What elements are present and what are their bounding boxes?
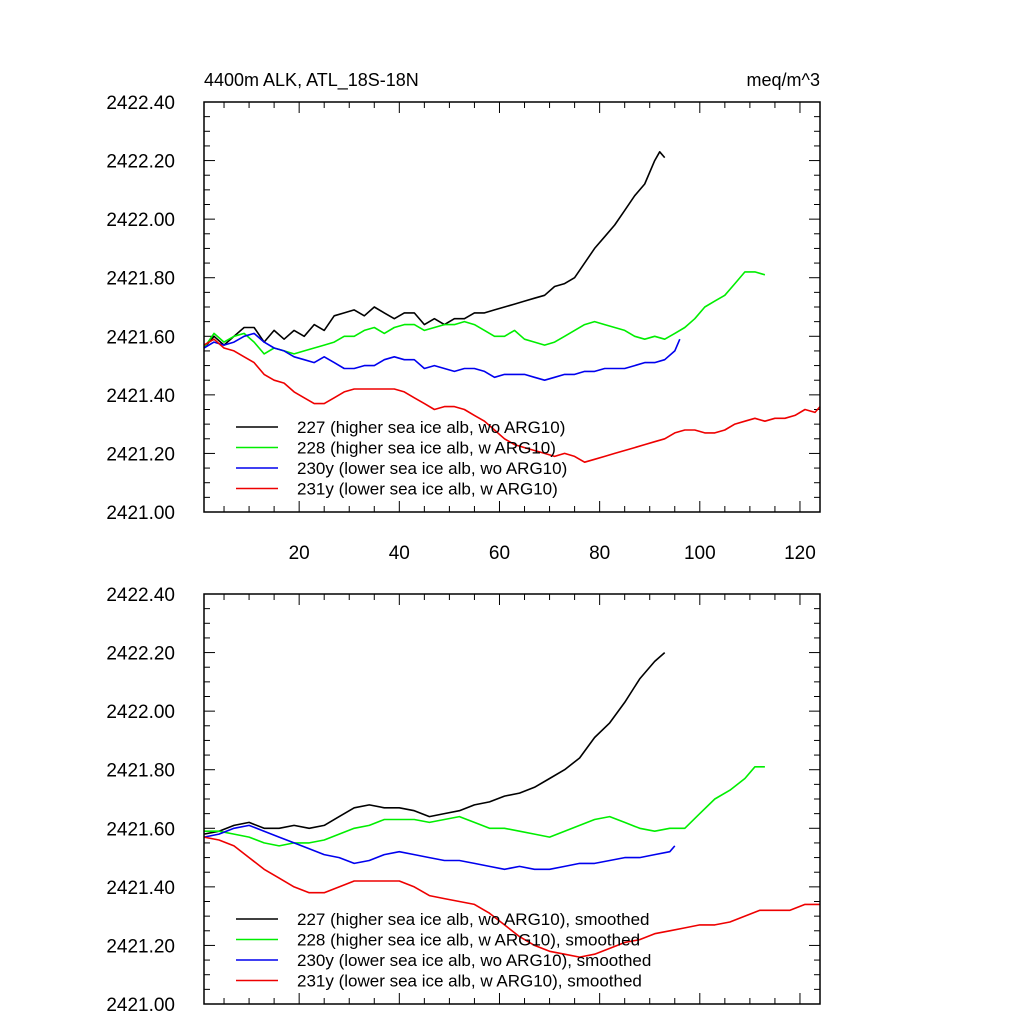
chart-panel-top: 4400m ALK, ATL_18S-18N meq/m^3 2421.0024…	[106, 70, 821, 564]
series-line	[203, 651, 666, 835]
chart-panel-bottom: 2421.00 2421.20 2421.40 2421.60 2421.80 2422.…	[106, 585, 821, 1016]
plot-frame	[203, 101, 821, 513]
plot-frame	[203, 593, 821, 1005]
x-tick-label: 100	[684, 543, 716, 564]
y-axis-labels: 2421.00 2421.20 2421.40 2421.60 2421.80 2422.…	[106, 93, 175, 524]
series-line	[203, 836, 820, 958]
y-tick-label: 2421.00	[106, 995, 175, 1016]
axis-ticks	[204, 593, 820, 1005]
y-tick-label: 2421.80	[106, 761, 175, 782]
y-tick-label: 2421.40	[106, 878, 175, 899]
legend-label: 228 (higher sea ice alb, w ARG10), smoot…	[297, 931, 640, 950]
axis-ticks	[204, 101, 820, 513]
y-axis-labels: 2421.00 2421.20 2421.40 2421.60 2421.80 2422.…	[106, 585, 175, 1016]
x-axis-labels: 20 40 60 80 100 120	[289, 543, 816, 564]
series-lines	[203, 151, 821, 464]
x-tick-label: 60	[489, 543, 510, 564]
y-tick-label: 2421.60	[106, 327, 175, 348]
y-tick-label: 2422.00	[106, 210, 175, 231]
legend: 227 (higher sea ice alb, wo ARG10), smoo…	[236, 910, 651, 991]
chart-title: 4400m ALK, ATL_18S-18N	[204, 70, 419, 91]
x-tick-label: 40	[389, 543, 410, 564]
series-line	[203, 332, 681, 382]
series-line	[204, 765, 765, 847]
y-tick-label: 2422.40	[106, 585, 175, 606]
legend-label: 231y (lower sea ice alb, w ARG10), smoot…	[297, 972, 642, 991]
y-tick-label: 2422.20	[106, 644, 175, 665]
legend-label: 227 (higher sea ice alb, wo ARG10), smoo…	[297, 910, 649, 929]
legend-label: 227 (higher sea ice alb, wo ARG10)	[297, 418, 565, 437]
legend-label: 231y (lower sea ice alb, w ARG10)	[297, 480, 558, 499]
y-tick-label: 2421.00	[106, 503, 175, 524]
y-tick-label: 2422.40	[106, 93, 175, 114]
legend-label: 230y (lower sea ice alb, wo ARG10), smoo…	[297, 951, 651, 970]
legend-label: 228 (higher sea ice alb, w ARG10)	[297, 439, 556, 458]
series-line	[203, 824, 676, 871]
y-tick-label: 2422.00	[106, 702, 175, 723]
series-line	[203, 151, 666, 349]
series-line	[203, 271, 766, 355]
y-tick-label: 2421.20	[106, 936, 175, 957]
units-label: meq/m^3	[747, 70, 820, 90]
x-tick-label: 20	[289, 543, 310, 564]
y-tick-label: 2421.80	[106, 269, 175, 290]
y-tick-label: 2421.60	[106, 819, 175, 840]
series-lines	[203, 651, 820, 958]
y-tick-label: 2421.40	[106, 386, 175, 407]
y-tick-label: 2421.20	[106, 444, 175, 465]
series-line	[203, 338, 821, 464]
y-tick-label: 2422.20	[106, 152, 175, 173]
legend-label: 230y (lower sea ice alb, wo ARG10)	[297, 459, 567, 478]
x-tick-label: 120	[784, 543, 816, 564]
x-tick-label: 80	[589, 543, 610, 564]
legend: 227 (higher sea ice alb, wo ARG10) 228 (h…	[236, 418, 567, 499]
